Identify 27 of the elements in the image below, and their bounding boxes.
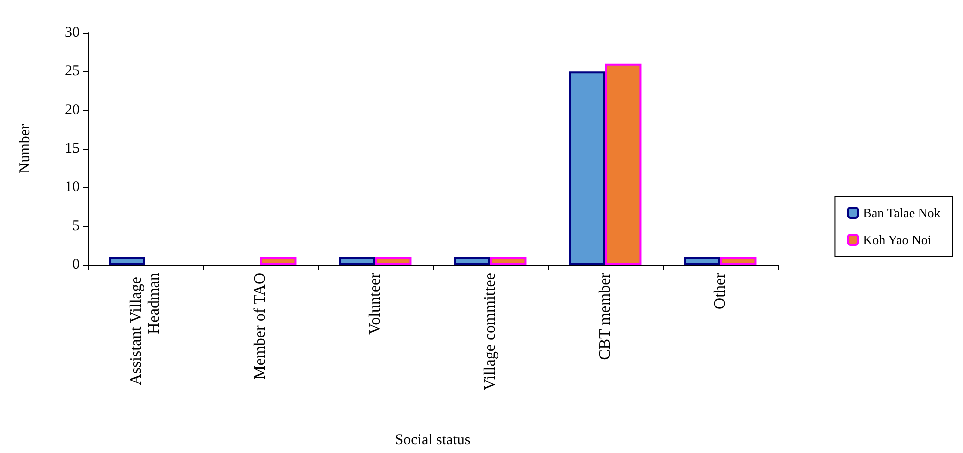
x-axis-title: Social status: [395, 432, 471, 448]
y-tick-label: 5: [72, 218, 80, 234]
x-tick-label: Volunteer: [367, 272, 384, 335]
bar: [720, 257, 757, 265]
y-axis-title: Number: [18, 124, 34, 174]
x-tick-label: Village committee: [482, 273, 499, 391]
bar: [684, 257, 720, 265]
legend-label: Koh Yao Noi: [863, 232, 932, 248]
x-tick-label: CBT member: [597, 272, 614, 360]
bar: [376, 257, 412, 265]
y-tick-label: 10: [65, 180, 80, 196]
bar: [260, 257, 297, 265]
bar: [490, 257, 527, 265]
bar: [339, 257, 376, 265]
bar: [109, 257, 146, 265]
y-tick-label: 25: [65, 64, 80, 80]
bar: [569, 72, 606, 265]
x-tick-label: Member of TAO: [252, 273, 269, 380]
x-tick-label: Other: [712, 272, 729, 310]
y-tick-label: 20: [65, 102, 80, 118]
y-tick-label: 15: [65, 141, 80, 157]
x-tick-label: Assistant Village Headman: [128, 273, 163, 386]
y-tick-label: 30: [65, 25, 80, 41]
bar: [606, 64, 642, 265]
y-tick-label: 0: [72, 257, 80, 273]
bar: [454, 257, 490, 265]
legend-label: Ban Talae Nok: [863, 206, 942, 220]
